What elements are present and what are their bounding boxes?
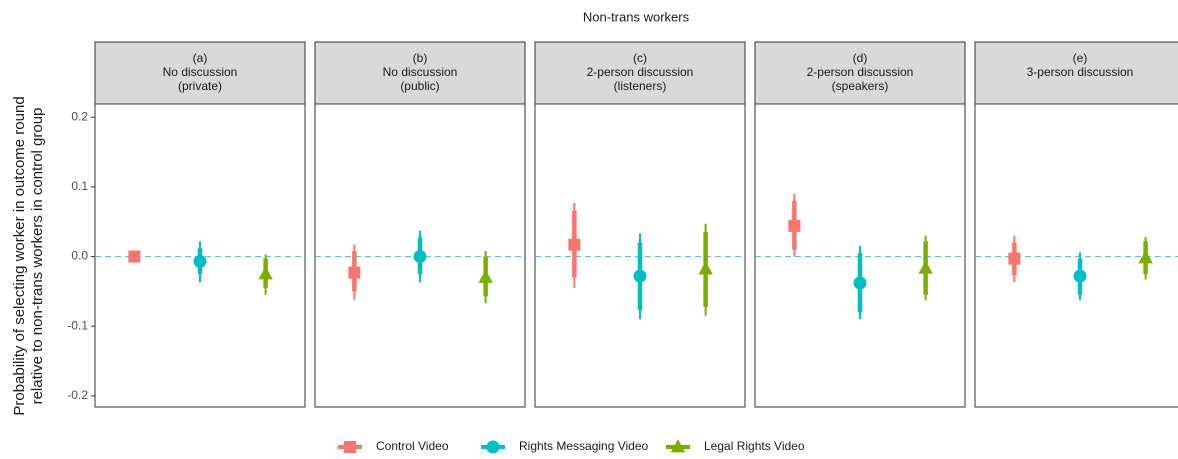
y-tick-label: -0.1 [67, 318, 88, 332]
point [633, 269, 647, 283]
point [1138, 250, 1153, 264]
strip-label: (listeners) [614, 79, 667, 93]
legend-label: Rights Messaging Video [519, 439, 649, 453]
legend-label: Legal Rights Video [704, 439, 805, 453]
y-axis-label: relative to non-trans workers in control… [29, 108, 46, 405]
point [258, 266, 273, 280]
strip-label: (a) [193, 51, 208, 65]
y-axis-label: Probability of selecting worker in outco… [11, 96, 28, 415]
point [853, 276, 867, 290]
strip [94, 41, 306, 105]
legend-key [344, 441, 356, 453]
strip-label: (e) [1073, 51, 1088, 65]
point [918, 260, 933, 274]
point [1073, 269, 1087, 283]
strip-label: (private) [178, 79, 222, 93]
strip-label: No discussion [383, 65, 458, 79]
y-tick-label: -0.2 [67, 388, 88, 402]
point [568, 238, 581, 251]
strip-label: (speakers) [832, 79, 889, 93]
point [698, 261, 713, 275]
point [478, 269, 493, 283]
point [348, 266, 361, 279]
strip [314, 41, 526, 105]
chart-title: Non-trans workers [583, 9, 690, 24]
strip-label: 2-person discussion [587, 65, 694, 79]
strip-label: (d) [853, 51, 868, 65]
legend-key [670, 439, 686, 453]
point [413, 250, 427, 264]
strip [754, 41, 966, 105]
y-tick-label: 0.0 [71, 249, 88, 263]
strip [534, 41, 746, 105]
legend-key [486, 440, 500, 454]
y-tick-label: 0.1 [71, 179, 88, 193]
point [1008, 252, 1021, 265]
point [788, 219, 801, 232]
strip-label: 3-person discussion [1027, 65, 1134, 79]
strip-label: 2-person discussion [807, 65, 914, 79]
y-tick-label: 0.2 [71, 109, 88, 123]
point [128, 250, 141, 263]
strip-label: (c) [633, 51, 647, 65]
legend-label: Control Video [376, 439, 449, 453]
strip-label: (b) [413, 51, 428, 65]
strip-label: (public) [400, 79, 439, 93]
strip [974, 41, 1178, 105]
point [193, 254, 207, 268]
strip-label: No discussion [163, 65, 238, 79]
